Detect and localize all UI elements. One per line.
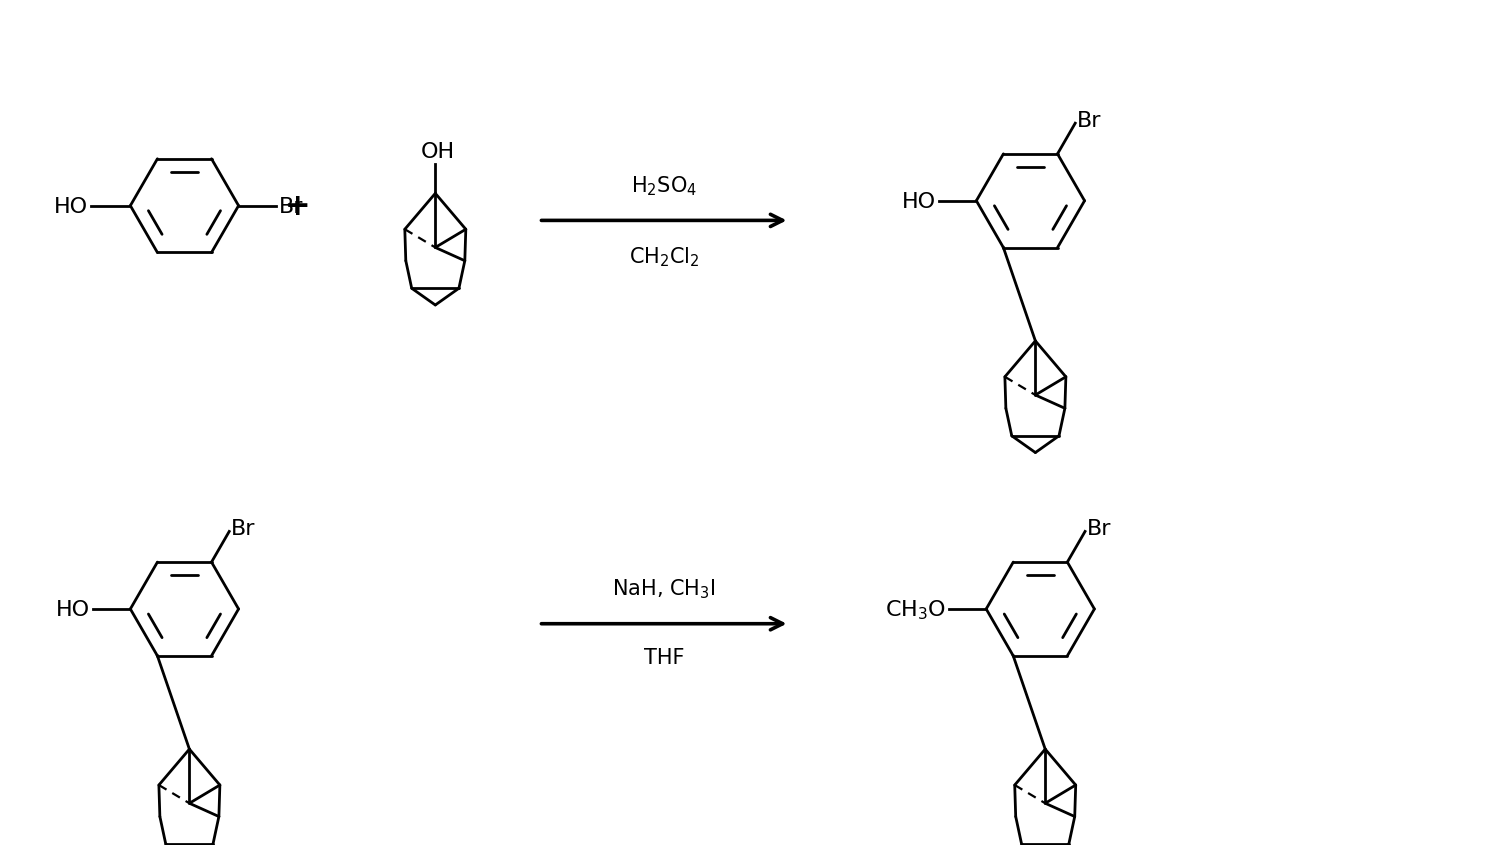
Text: CH$_3$O: CH$_3$O	[885, 597, 947, 621]
Text: Br: Br	[1077, 111, 1102, 130]
Text: HO: HO	[56, 599, 91, 619]
Text: +: +	[284, 192, 310, 221]
Text: HO: HO	[901, 192, 936, 211]
Text: NaH, CH$_3$I: NaH, CH$_3$I	[612, 577, 715, 601]
Text: Br: Br	[278, 197, 304, 216]
Text: CH$_2$Cl$_2$: CH$_2$Cl$_2$	[629, 245, 700, 268]
Text: H$_2$SO$_4$: H$_2$SO$_4$	[631, 174, 697, 198]
Text: OH: OH	[422, 141, 455, 162]
Text: Br: Br	[231, 518, 256, 538]
Text: Br: Br	[1087, 518, 1111, 538]
Text: THF: THF	[644, 648, 685, 668]
Text: HO: HO	[54, 197, 88, 216]
